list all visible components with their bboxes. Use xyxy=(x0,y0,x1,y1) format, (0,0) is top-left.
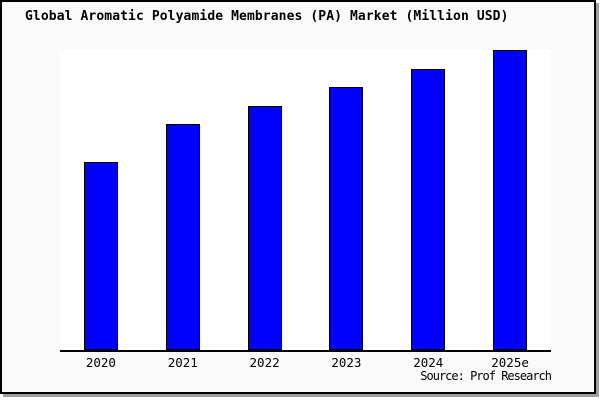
bar-2020 xyxy=(83,162,118,350)
x-tick-label-2022: 2022 xyxy=(249,355,280,370)
chart-title: Global Aromatic Polyamide Membranes (PA)… xyxy=(25,9,509,24)
x-tick-label-2020: 2020 xyxy=(85,355,116,370)
x-tick-label-2024: 2024 xyxy=(413,355,444,370)
x-axis-labels: 2020 2021 2022 2023 2024 2025e xyxy=(60,355,551,371)
source-credit: Source: Prof Research xyxy=(420,369,552,383)
x-tick-label-2025e: 2025e xyxy=(491,355,529,370)
bar-2025e xyxy=(493,50,528,350)
chart-panel: Global Aromatic Polyamide Membranes (PA)… xyxy=(0,0,596,394)
bar-2021 xyxy=(165,124,200,350)
x-tick-label-2021: 2021 xyxy=(167,355,198,370)
bar-2022 xyxy=(247,106,282,350)
bar-2023 xyxy=(329,87,364,350)
bar-2024 xyxy=(411,69,446,350)
plot-area xyxy=(60,50,551,352)
x-tick-label-2023: 2023 xyxy=(331,355,362,370)
